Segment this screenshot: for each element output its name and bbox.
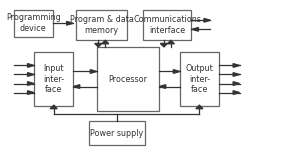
Polygon shape [204,18,210,22]
Polygon shape [167,40,174,44]
FancyBboxPatch shape [143,10,191,40]
FancyBboxPatch shape [76,10,127,40]
Text: Program & data
memory: Program & data memory [70,15,134,35]
FancyBboxPatch shape [97,47,159,111]
Polygon shape [28,91,34,94]
Polygon shape [192,28,198,31]
Text: Processor: Processor [109,74,148,83]
Polygon shape [160,43,167,47]
Polygon shape [28,82,34,85]
Polygon shape [233,73,239,76]
FancyBboxPatch shape [180,52,219,106]
Polygon shape [233,91,239,94]
Text: Output
inter-
face: Output inter- face [186,64,213,94]
Polygon shape [95,43,102,47]
Polygon shape [50,105,57,109]
Polygon shape [102,40,109,44]
Polygon shape [233,64,239,67]
Polygon shape [90,70,97,73]
FancyBboxPatch shape [89,121,145,145]
Polygon shape [28,64,34,67]
Polygon shape [159,85,166,88]
Polygon shape [73,85,80,88]
Polygon shape [173,70,180,73]
Polygon shape [67,21,73,25]
Polygon shape [196,105,203,109]
Text: Power supply: Power supply [90,129,144,138]
Polygon shape [233,82,239,85]
Text: Programming
device: Programming device [6,13,61,33]
FancyBboxPatch shape [14,10,53,37]
Polygon shape [28,73,34,76]
Text: Input
inter-
face: Input inter- face [43,64,64,94]
Text: Communications
interface: Communications interface [134,15,201,35]
FancyBboxPatch shape [34,52,73,106]
